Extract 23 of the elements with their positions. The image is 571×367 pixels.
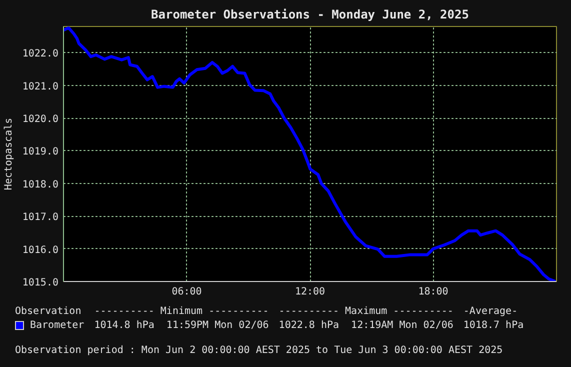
y-tick-label: 1022.0 [22, 48, 58, 60]
text: 1014.8 hPa 11:59PM Mon 02/06 [94, 319, 270, 334]
text: ---------- Minimum ---------- [94, 305, 270, 319]
y-tick-label: 1016.0 [22, 244, 58, 256]
text: -Average- [463, 305, 519, 319]
text: 1018.7 hPa [463, 319, 525, 334]
y-tick-label: 1021.0 [22, 81, 58, 92]
x-tick-label: 18:00 [418, 286, 448, 298]
x-tick-label: 06:00 [172, 286, 202, 298]
x-tick-label: 12:00 [294, 286, 326, 298]
y-tick-label: 1018.0 [22, 179, 58, 190]
y-tick-label: 1017.0 [22, 212, 58, 224]
text: Observation [15, 305, 82, 319]
text: ---------- Maximum ---------- [278, 305, 454, 319]
y-axis-title: Hectopascals [3, 118, 14, 190]
y-tick-label: 1020.0 [22, 114, 58, 126]
legend-label: Barometer [29, 319, 86, 334]
text: 1022.8 hPa 12:19AM Mon 02/06 [278, 319, 454, 334]
y-tick-label: 1019.0 [22, 146, 58, 158]
line-series [64, 26, 556, 282]
text: Observation period : Mon Jun 2 00:00:00 AEST 2025 to Tue Jun 3 00:00:00 AEST 2025 [15, 344, 504, 358]
chart-title: Barometer Observations - Monday June 2, 2025 [151, 8, 469, 22]
y-tick-label: 1015.0 [22, 278, 58, 288]
